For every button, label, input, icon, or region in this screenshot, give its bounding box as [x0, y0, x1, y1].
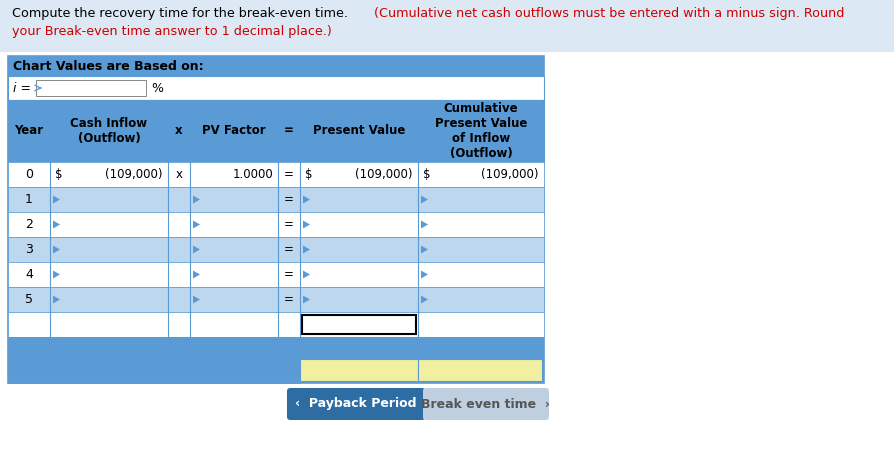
Text: PV Factor: PV Factor	[202, 124, 266, 138]
Text: (109,000): (109,000)	[105, 168, 163, 181]
Polygon shape	[193, 196, 199, 203]
Polygon shape	[53, 220, 60, 229]
Text: Compute the recovery time for the break-even time.: Compute the recovery time for the break-…	[12, 6, 348, 19]
FancyBboxPatch shape	[0, 0, 894, 52]
Text: Present Value: Present Value	[313, 124, 405, 138]
Polygon shape	[53, 196, 60, 203]
Polygon shape	[303, 270, 309, 279]
FancyBboxPatch shape	[287, 388, 425, 420]
Text: your Break-even time answer to 1 decimal place.): your Break-even time answer to 1 decimal…	[12, 26, 332, 39]
FancyBboxPatch shape	[36, 80, 146, 96]
Polygon shape	[420, 246, 427, 253]
Text: Chart Values are Based on:: Chart Values are Based on:	[13, 60, 204, 73]
FancyBboxPatch shape	[8, 76, 544, 100]
Polygon shape	[53, 270, 60, 279]
Text: 2: 2	[25, 218, 33, 231]
Text: Break even time  ›: Break even time ›	[421, 397, 550, 410]
FancyBboxPatch shape	[8, 337, 544, 357]
Polygon shape	[420, 296, 427, 303]
Text: 5: 5	[25, 293, 33, 306]
Polygon shape	[420, 220, 427, 229]
Text: =: =	[283, 193, 293, 206]
Polygon shape	[420, 196, 427, 203]
Text: 3: 3	[25, 243, 33, 256]
Text: (109,000): (109,000)	[355, 168, 412, 181]
Text: 1.0000: 1.0000	[232, 168, 273, 181]
Text: =: =	[283, 218, 293, 231]
FancyBboxPatch shape	[8, 187, 544, 212]
FancyBboxPatch shape	[8, 357, 278, 383]
FancyBboxPatch shape	[8, 162, 544, 187]
Text: =: =	[283, 168, 293, 181]
Text: =: =	[283, 293, 293, 306]
Text: Cash Inflow
(Outflow): Cash Inflow (Outflow)	[71, 117, 148, 145]
FancyBboxPatch shape	[8, 287, 544, 312]
FancyBboxPatch shape	[8, 262, 544, 287]
Polygon shape	[193, 270, 199, 279]
FancyBboxPatch shape	[278, 357, 299, 383]
Text: =: =	[283, 243, 293, 256]
Text: 1: 1	[25, 193, 33, 206]
Polygon shape	[303, 246, 309, 253]
FancyBboxPatch shape	[8, 312, 544, 337]
Text: 4: 4	[25, 268, 33, 281]
Text: $: $	[55, 168, 63, 181]
FancyBboxPatch shape	[299, 359, 417, 381]
Text: $: $	[305, 168, 312, 181]
FancyBboxPatch shape	[301, 315, 416, 334]
Text: (Cumulative net cash outflows must be entered with a minus sign. Round: (Cumulative net cash outflows must be en…	[369, 6, 843, 19]
Text: $: $	[423, 168, 430, 181]
Polygon shape	[420, 270, 427, 279]
Polygon shape	[193, 246, 199, 253]
Text: i =: i =	[13, 82, 31, 95]
Polygon shape	[303, 296, 309, 303]
Polygon shape	[53, 246, 60, 253]
Text: (109,000): (109,000)	[481, 168, 538, 181]
FancyBboxPatch shape	[8, 237, 544, 262]
Text: =: =	[283, 124, 293, 138]
Text: 0: 0	[25, 168, 33, 181]
Polygon shape	[53, 296, 60, 303]
FancyBboxPatch shape	[8, 100, 544, 162]
FancyBboxPatch shape	[8, 56, 544, 76]
Text: x: x	[175, 168, 182, 181]
FancyBboxPatch shape	[8, 56, 544, 383]
Text: Cumulative
Present Value
of Inflow
(Outflow): Cumulative Present Value of Inflow (Outf…	[434, 102, 527, 160]
Polygon shape	[303, 196, 309, 203]
FancyBboxPatch shape	[423, 388, 548, 420]
Polygon shape	[281, 366, 288, 374]
Polygon shape	[303, 220, 309, 229]
FancyBboxPatch shape	[8, 212, 544, 237]
Text: Year: Year	[14, 124, 44, 138]
Polygon shape	[193, 296, 199, 303]
Polygon shape	[193, 220, 199, 229]
FancyBboxPatch shape	[417, 359, 542, 381]
Text: x: x	[175, 124, 182, 138]
Text: %: %	[151, 82, 163, 95]
Text: =: =	[283, 268, 293, 281]
Text: ‹  Payback Period: ‹ Payback Period	[295, 397, 417, 410]
